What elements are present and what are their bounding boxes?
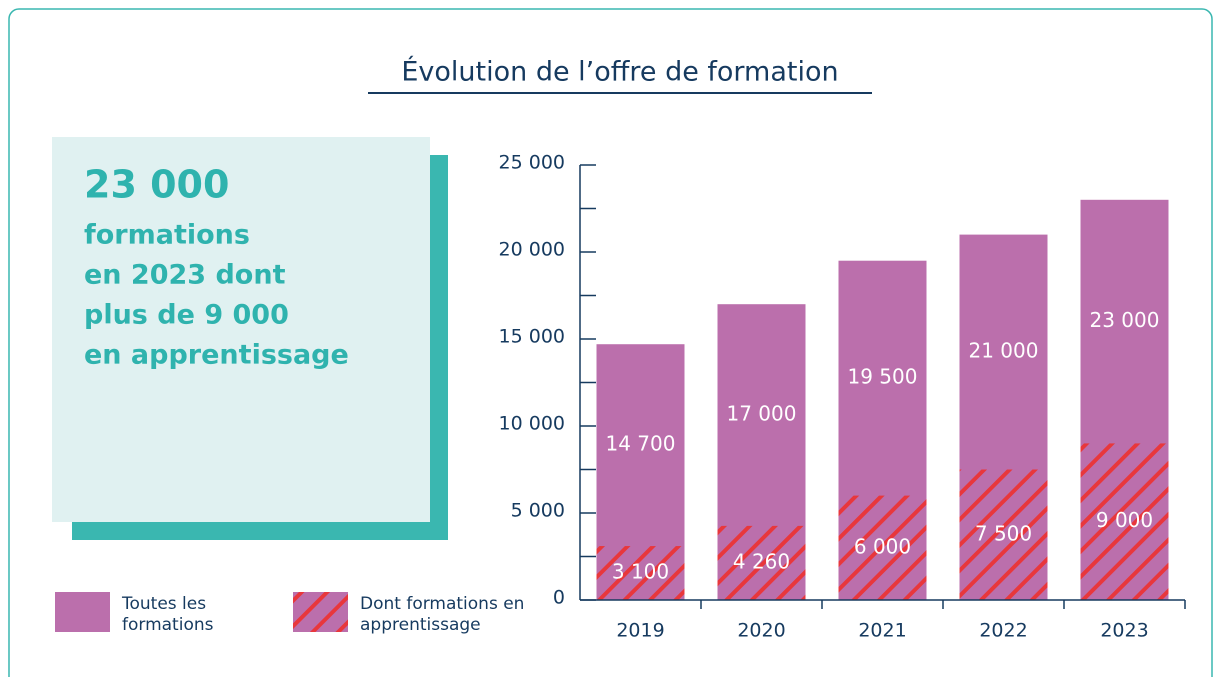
callout-text: formations bbox=[84, 220, 250, 251]
callout-text: plus de 9 000 bbox=[84, 300, 289, 331]
y-tick-label: 5 000 bbox=[511, 500, 565, 522]
y-tick-label: 25 000 bbox=[499, 152, 565, 174]
x-tick-label: 2021 bbox=[858, 620, 906, 642]
bar-hatched bbox=[959, 469, 1048, 600]
bar-hatched bbox=[1080, 443, 1169, 600]
y-tick-label: 10 000 bbox=[499, 413, 565, 435]
x-tick-label: 2023 bbox=[1100, 620, 1148, 642]
bar-hatched bbox=[596, 546, 685, 600]
value-label: 7 500 bbox=[975, 521, 1032, 545]
value-label: 23 000 bbox=[1090, 308, 1160, 332]
callout-text: en 2023 dont bbox=[84, 260, 286, 291]
value-label: 6 000 bbox=[854, 534, 911, 558]
value-label: 14 700 bbox=[606, 432, 676, 456]
callout-value: 23 000 bbox=[84, 163, 229, 207]
legend-swatch bbox=[55, 592, 110, 632]
x-tick-label: 2019 bbox=[616, 620, 664, 642]
value-label: 4 260 bbox=[733, 549, 790, 573]
value-label: 21 000 bbox=[969, 339, 1039, 363]
x-tick-label: 2022 bbox=[979, 620, 1027, 642]
legend-label: Toutes les formations bbox=[122, 594, 214, 635]
chart-title: Évolution de l’offre de formation bbox=[401, 56, 838, 88]
x-tick-label: 2020 bbox=[737, 620, 785, 642]
value-label: 9 000 bbox=[1096, 508, 1153, 532]
bar-hatched bbox=[838, 495, 927, 600]
y-tick-label: 0 bbox=[553, 587, 565, 609]
y-tick-label: 15 000 bbox=[499, 326, 565, 348]
bar-hatched bbox=[717, 525, 806, 600]
callout-text: en apprentissage bbox=[84, 340, 349, 371]
value-label: 3 100 bbox=[612, 560, 669, 584]
frame bbox=[8, 8, 1213, 677]
y-tick-label: 20 000 bbox=[499, 239, 565, 261]
legend-label: Dont formations en apprentissage bbox=[360, 594, 525, 635]
value-label: 17 000 bbox=[727, 402, 797, 426]
value-label: 19 500 bbox=[848, 365, 918, 389]
legend-swatch bbox=[293, 592, 348, 632]
callout-box bbox=[52, 137, 430, 522]
